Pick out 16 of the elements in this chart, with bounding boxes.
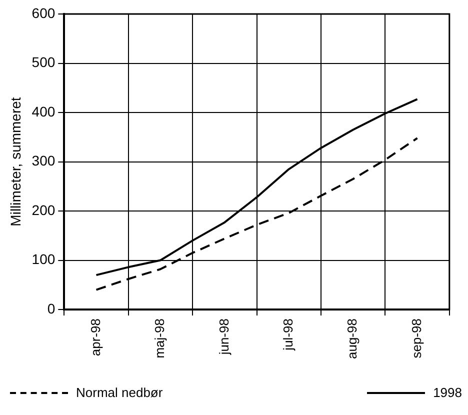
- x-tick-label: aug-98: [344, 318, 360, 360]
- y-axis-title: Millimeter, summeret: [7, 97, 24, 226]
- y-tick-label: 200: [32, 202, 56, 218]
- x-tick-label: sep-98: [408, 318, 424, 358]
- y-tick-label: 400: [32, 103, 56, 120]
- legend-label: Normal nedbør: [76, 385, 163, 400]
- x-tick-label: maj-98: [152, 318, 168, 358]
- y-tick-label: 100: [32, 251, 56, 268]
- y-tick-label: 600: [32, 4, 56, 21]
- y-tick-label: 300: [32, 152, 56, 169]
- y-tick-label: 0: [47, 300, 56, 316]
- y-tick-label: 500: [32, 54, 56, 70]
- x-tick-label: apr-98: [88, 318, 103, 356]
- x-tick-label: jul-98: [280, 318, 296, 352]
- x-tick-label: jun-98: [216, 318, 232, 356]
- legend-label: 1998: [433, 385, 462, 400]
